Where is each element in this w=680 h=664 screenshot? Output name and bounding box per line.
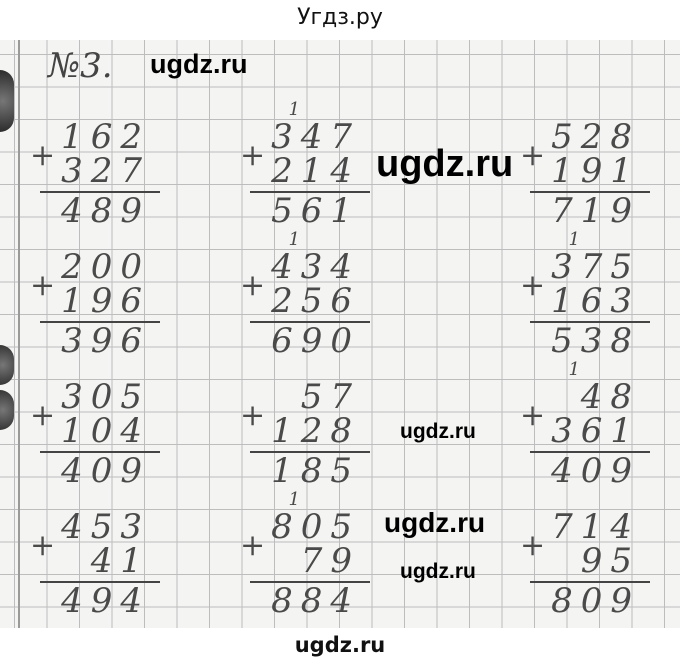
sum-result: 396 bbox=[61, 321, 150, 361]
sum-result: 409 bbox=[551, 451, 640, 491]
addend-2: 191 bbox=[551, 151, 640, 191]
addition-problem: 1 +375 163 538 bbox=[520, 231, 650, 361]
addend-1: 375 bbox=[551, 247, 640, 287]
carry-digit: 1 bbox=[288, 229, 300, 250]
sum-result: 884 bbox=[271, 581, 360, 621]
plus-sign: + bbox=[30, 268, 56, 303]
watermark: ugdz.ru bbox=[376, 143, 514, 185]
addition-problem: +453 41 494 bbox=[30, 510, 160, 618]
addition-problem: +305 104 409 bbox=[30, 380, 160, 488]
sum-line bbox=[40, 451, 160, 453]
site-footer: ugdz.ru bbox=[294, 633, 386, 657]
plus-sign: + bbox=[240, 268, 266, 303]
addition-problem: 1 +347 214 561 bbox=[240, 101, 370, 231]
carry-digit: 1 bbox=[568, 229, 580, 250]
margin-line bbox=[18, 40, 20, 628]
sum-result: 719 bbox=[551, 191, 640, 231]
addend-1: 453 bbox=[61, 507, 150, 547]
carry-digit: 1 bbox=[568, 359, 580, 380]
addition-problem: +714 95 809 bbox=[520, 510, 650, 618]
addend-2: 361 bbox=[551, 411, 640, 451]
sum-line bbox=[530, 191, 650, 193]
sum-line bbox=[530, 321, 650, 323]
addend-1: 714 bbox=[551, 507, 640, 547]
watermark: ugdz.ru bbox=[150, 49, 248, 79]
sum-line bbox=[250, 581, 370, 583]
plus-sign: + bbox=[30, 528, 56, 563]
addend-1: 528 bbox=[551, 117, 640, 157]
plus-sign: + bbox=[520, 138, 546, 173]
plus-sign: + bbox=[520, 398, 546, 433]
plus-sign: + bbox=[30, 398, 56, 433]
sum-result: 185 bbox=[271, 451, 360, 491]
addend-2: 327 bbox=[61, 151, 150, 191]
sum-line bbox=[40, 191, 160, 193]
addition-problem: +57 128 185 bbox=[240, 380, 370, 488]
sum-result: 690 bbox=[271, 321, 360, 361]
addition-problem: 1 +805 79 884 bbox=[240, 491, 370, 621]
addition-problem: +200 196 396 bbox=[30, 250, 160, 358]
addend-1: 48 bbox=[580, 377, 640, 417]
watermark: ugdz.ru bbox=[384, 507, 486, 538]
addition-problem: +528 191 719 bbox=[520, 120, 650, 228]
task-number: №3. bbox=[48, 46, 113, 86]
addition-problem: +162 327 489 bbox=[30, 120, 160, 228]
sum-result: 489 bbox=[61, 191, 150, 231]
sum-line bbox=[250, 321, 370, 323]
plus-sign: + bbox=[240, 528, 266, 563]
addend-2: 104 bbox=[61, 411, 150, 451]
sum-result: 538 bbox=[551, 321, 640, 361]
addend-2: 196 bbox=[61, 281, 150, 321]
addition-problem: 1 +434 256 690 bbox=[240, 231, 370, 361]
sum-line bbox=[250, 191, 370, 193]
plus-sign: + bbox=[520, 268, 546, 303]
addend-1: 347 bbox=[271, 117, 360, 157]
plus-sign: + bbox=[30, 138, 56, 173]
plus-sign: + bbox=[240, 138, 266, 173]
sum-line bbox=[250, 451, 370, 453]
sum-result: 809 bbox=[551, 581, 640, 621]
addend-1: 305 bbox=[61, 377, 150, 417]
sum-line bbox=[530, 451, 650, 453]
watermark: ugdz.ru bbox=[400, 560, 476, 583]
binder-hole bbox=[0, 70, 14, 132]
binder-hole bbox=[0, 390, 14, 430]
addition-problem: 1 +48 361 409 bbox=[520, 361, 650, 491]
addend-2: 79 bbox=[300, 541, 360, 581]
addend-2: 41 bbox=[90, 541, 150, 581]
sum-result: 494 bbox=[61, 581, 150, 621]
sum-line bbox=[40, 581, 160, 583]
addend-2: 256 bbox=[271, 281, 360, 321]
sum-line bbox=[530, 581, 650, 583]
addend-2: 214 bbox=[271, 151, 360, 191]
addend-1: 200 bbox=[61, 247, 150, 287]
addend-2: 163 bbox=[551, 281, 640, 321]
addend-2: 128 bbox=[271, 411, 360, 451]
watermark: ugdz.ru bbox=[400, 420, 476, 443]
site-header: Угдз.ру bbox=[297, 5, 383, 30]
notebook-page: №3. ugdz.ru ugdz.ru ugdz.ru ugdz.ru ugdz… bbox=[0, 40, 680, 628]
addend-1: 434 bbox=[271, 247, 360, 287]
addend-1: 57 bbox=[300, 377, 360, 417]
binder-hole bbox=[0, 345, 14, 385]
plus-sign: + bbox=[520, 528, 546, 563]
sum-result: 561 bbox=[271, 191, 360, 231]
sum-line bbox=[40, 321, 160, 323]
addend-1: 162 bbox=[61, 117, 150, 157]
addend-2: 95 bbox=[580, 541, 640, 581]
addend-1: 805 bbox=[271, 507, 360, 547]
carry-digit: 1 bbox=[288, 489, 300, 510]
plus-sign: + bbox=[240, 398, 266, 433]
carry-digit: 1 bbox=[288, 99, 300, 120]
sum-result: 409 bbox=[61, 451, 150, 491]
